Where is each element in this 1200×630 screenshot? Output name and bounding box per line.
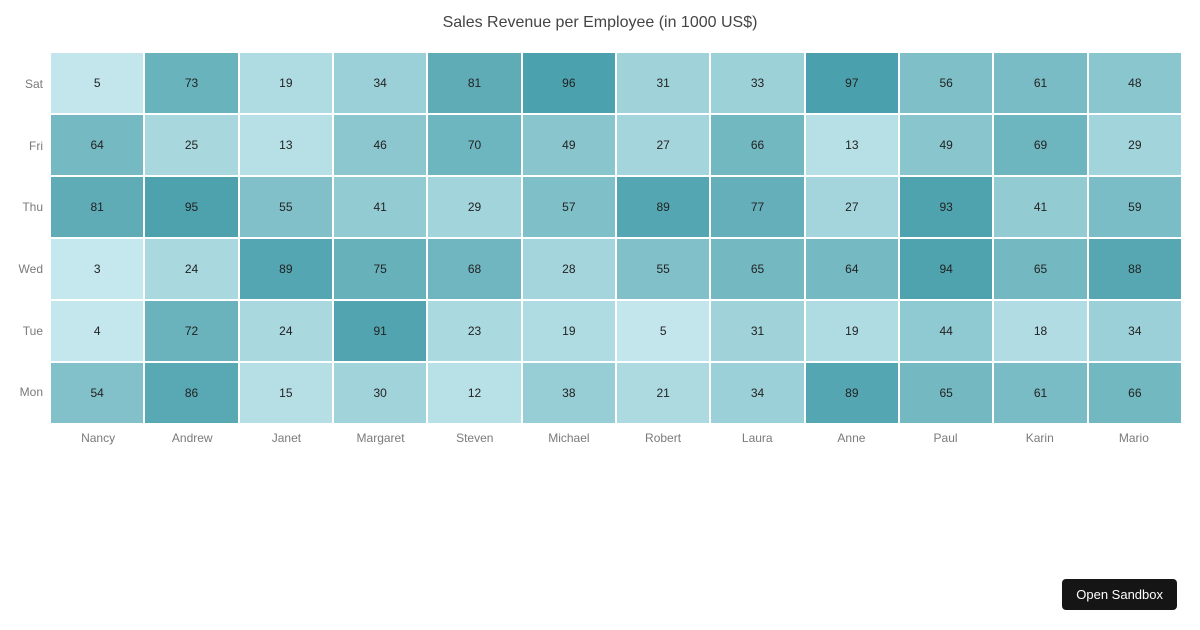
- heatmap-cell[interactable]: 21: [617, 363, 710, 423]
- heatmap-cell[interactable]: 33: [711, 53, 804, 113]
- heatmap-cell[interactable]: 81: [428, 53, 521, 113]
- heatmap-cell[interactable]: 13: [805, 115, 898, 175]
- heatmap-cell[interactable]: 75: [334, 239, 427, 299]
- heatmap-cell[interactable]: 70: [428, 115, 521, 175]
- heatmap-cell[interactable]: 27: [617, 115, 710, 175]
- x-axis-labels: Nancy Andrew Janet Margaret Steven Michael Rob…: [51, 431, 1181, 445]
- heatmap-cell[interactable]: 91: [334, 301, 427, 361]
- heatmap-cell[interactable]: 31: [711, 301, 804, 361]
- heatmap-cell[interactable]: 66: [711, 115, 804, 175]
- heatmap-cell[interactable]: 5: [617, 301, 710, 361]
- heatmap-cell[interactable]: 24: [145, 239, 238, 299]
- heatmap-cell[interactable]: 97: [805, 53, 898, 113]
- heatmap-cell[interactable]: 57: [522, 177, 615, 237]
- heatmap-cell[interactable]: 69: [994, 115, 1087, 175]
- x-axis-label: Karin: [1025, 431, 1054, 445]
- heatmap-cell[interactable]: 41: [994, 177, 1087, 237]
- x-axis-label: Janet: [271, 431, 302, 445]
- x-axis-label: Michael: [548, 431, 590, 445]
- heatmap-cell[interactable]: 19: [522, 301, 615, 361]
- heatmap-cell[interactable]: 61: [994, 363, 1087, 423]
- heatmap-cell[interactable]: 89: [805, 363, 898, 423]
- heatmap-cell[interactable]: 30: [334, 363, 427, 423]
- heatmap-cell[interactable]: 65: [994, 239, 1087, 299]
- heatmap-cell[interactable]: 44: [900, 301, 993, 361]
- heatmap-cell[interactable]: 66: [1088, 363, 1181, 423]
- heatmap-cell[interactable]: 88: [1088, 239, 1181, 299]
- heatmap-cell[interactable]: 46: [334, 115, 427, 175]
- y-axis-label: Wed: [18, 261, 43, 276]
- y-axis-label: Tue: [22, 323, 43, 338]
- x-axis-label: Laura: [741, 431, 773, 445]
- heatmap-cell[interactable]: 96: [522, 53, 615, 113]
- heatmap-cell[interactable]: 49: [900, 115, 993, 175]
- heatmap-cell[interactable]: 61: [994, 53, 1087, 113]
- heatmap-cell[interactable]: 77: [711, 177, 804, 237]
- open-sandbox-button[interactable]: Open Sandbox: [1062, 579, 1177, 610]
- y-axis-label: Mon: [19, 385, 43, 400]
- heatmap-cell[interactable]: 68: [428, 239, 521, 299]
- chart-title: Sales Revenue per Employee (in 1000 US$): [442, 14, 758, 31]
- heatmap-cell[interactable]: 95: [145, 177, 238, 237]
- heatmap-cell[interactable]: 12: [428, 363, 521, 423]
- x-axis-label: Nancy: [81, 431, 116, 445]
- heatmap-cell[interactable]: 81: [51, 177, 144, 237]
- heatmap-cell[interactable]: 48: [1088, 53, 1181, 113]
- heatmap-cell[interactable]: 31: [617, 53, 710, 113]
- y-axis-label: Thu: [22, 200, 43, 215]
- heatmap-cell[interactable]: 25: [145, 115, 238, 175]
- heatmap-cell[interactable]: 54: [51, 363, 144, 423]
- heatmap-cell[interactable]: 34: [711, 363, 804, 423]
- heatmap-cell[interactable]: 41: [334, 177, 427, 237]
- heatmap-cell[interactable]: 29: [1088, 115, 1181, 175]
- heatmap-cell[interactable]: 65: [711, 239, 804, 299]
- heatmap-cell[interactable]: 23: [428, 301, 521, 361]
- heatmap-cell[interactable]: 34: [1088, 301, 1181, 361]
- x-axis-label: Andrew: [171, 431, 213, 445]
- heatmap-cell[interactable]: 89: [617, 177, 710, 237]
- heatmap-cell[interactable]: 27: [805, 177, 898, 237]
- heatmap-cell[interactable]: 19: [239, 53, 332, 113]
- y-axis-labels: Sat Fri Thu Wed Tue Mon: [0, 53, 43, 423]
- heatmap-cell[interactable]: 65: [900, 363, 993, 423]
- heatmap-cell[interactable]: 49: [522, 115, 615, 175]
- heatmap-cell[interactable]: 94: [900, 239, 993, 299]
- heatmap-cell[interactable]: 29: [428, 177, 521, 237]
- heatmap-cell[interactable]: 34: [334, 53, 427, 113]
- heatmap-cell[interactable]: 56: [900, 53, 993, 113]
- heatmap-grid: 5 73 19 34 81 96 31 33 97 56 61 48 64 25 13 46 70 49 27 66 1…: [51, 53, 1181, 423]
- x-axis-label: Paul: [933, 431, 958, 445]
- x-axis-label: Margaret: [356, 431, 405, 445]
- heatmap-cell[interactable]: 19: [805, 301, 898, 361]
- heatmap-cell[interactable]: 28: [522, 239, 615, 299]
- heatmap-cell[interactable]: 3: [51, 239, 144, 299]
- heatmap-cell[interactable]: 5: [51, 53, 144, 113]
- heatmap-cell[interactable]: 86: [145, 363, 238, 423]
- heatmap-cell[interactable]: 89: [239, 239, 332, 299]
- heatmap-cell[interactable]: 72: [145, 301, 238, 361]
- x-axis-label: Mario: [1118, 431, 1149, 445]
- heatmap-cell[interactable]: 55: [239, 177, 332, 237]
- x-axis-label: Robert: [645, 431, 682, 445]
- heatmap-cell[interactable]: 93: [900, 177, 993, 237]
- y-axis-label: Sat: [24, 76, 43, 91]
- heatmap-cell[interactable]: 55: [617, 239, 710, 299]
- heatmap-cell[interactable]: 24: [239, 301, 332, 361]
- heatmap-cell[interactable]: 73: [145, 53, 238, 113]
- y-axis-label: Fri: [29, 138, 43, 153]
- heatmap-cell[interactable]: 18: [994, 301, 1087, 361]
- heatmap-cell[interactable]: 15: [239, 363, 332, 423]
- x-axis-label: Steven: [456, 431, 494, 445]
- x-axis-label: Anne: [837, 431, 866, 445]
- heatmap-cell[interactable]: 4: [51, 301, 144, 361]
- heatmap-cell[interactable]: 64: [51, 115, 144, 175]
- heatmap-cell[interactable]: 64: [805, 239, 898, 299]
- heatmap-cell[interactable]: 59: [1088, 177, 1181, 237]
- heatmap-cell[interactable]: 38: [522, 363, 615, 423]
- heatmap-cell[interactable]: 13: [239, 115, 332, 175]
